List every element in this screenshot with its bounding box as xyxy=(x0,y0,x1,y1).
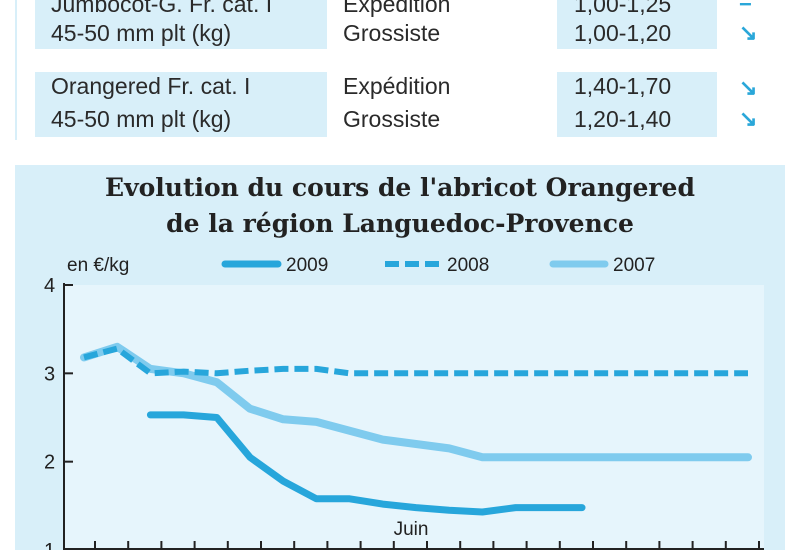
trend-cell: = ↘ xyxy=(717,0,782,49)
trend-down-arrow-icon: ↘ xyxy=(739,75,758,100)
price-table: Jumbocot-G. Fr. cat. I 45-50 mm plt (kg)… xyxy=(0,0,800,140)
plot-area: 1 2 3 4 Juin xyxy=(44,275,764,550)
chart-title: Evolution du cours de l'abricot Orangere… xyxy=(105,173,695,202)
trend-down-arrow-icon: ↘ xyxy=(739,20,758,45)
series-line-2009 xyxy=(146,411,586,516)
table-border xyxy=(15,0,17,140)
legend: 2009 2008 2007 xyxy=(221,255,655,276)
chart-subtitle: de la région Languedoc-Provence xyxy=(166,209,634,238)
product-cell: Jumbocot-G. Fr. cat. I 45-50 mm plt (kg) xyxy=(35,0,327,49)
price-value: 1,20-1,40 xyxy=(574,106,672,132)
table-row: Jumbocot-G. Fr. cat. I 45-50 mm plt (kg)… xyxy=(15,0,782,49)
x-annotation-juin: Juin xyxy=(394,519,429,540)
stage-label: Grossiste xyxy=(343,20,441,46)
price-value: 1,00-1,25 xyxy=(574,0,672,17)
trend-down-arrow-icon: ↘ xyxy=(739,106,758,131)
y-tick-label: 2 xyxy=(44,452,55,474)
product-cell: Orangered Fr. cat. I 45-50 mm plt (kg) xyxy=(35,72,327,137)
legend-label-2008: 2008 xyxy=(447,255,489,276)
trend-cell: ↘ ↘ xyxy=(717,72,782,137)
series-line-2008 xyxy=(83,345,748,377)
table-row: Orangered Fr. cat. I 45-50 mm plt (kg) E… xyxy=(15,72,782,137)
price-cell: 1,40-1,70 1,20-1,40 xyxy=(557,72,717,137)
stage-label: Grossiste xyxy=(343,106,441,132)
price-value: 1,40-1,70 xyxy=(574,73,672,99)
trend-equal-icon: = xyxy=(739,0,752,14)
stage-cell: Expédition Grossiste xyxy=(327,72,557,137)
series-line-2007 xyxy=(80,342,752,462)
product-size: 45-50 mm plt (kg) xyxy=(51,20,232,46)
y-axis-label: en €/kg xyxy=(67,255,129,276)
legend-label-2007: 2007 xyxy=(613,255,655,276)
product-size: 45-50 mm plt (kg) xyxy=(51,106,232,132)
legend-label-2009: 2009 xyxy=(286,255,328,276)
stage-label: Expédition xyxy=(343,73,451,99)
price-cell: 1,00-1,25 1,00-1,20 xyxy=(557,0,717,49)
y-tick-label: 4 xyxy=(44,275,55,297)
product-name: Jumbocot-G. Fr. cat. I xyxy=(51,0,273,17)
stage-cell: Expédition Grossiste xyxy=(327,0,557,49)
stage-label: Expédition xyxy=(343,0,451,17)
product-name: Orangered Fr. cat. I xyxy=(51,73,251,99)
y-tick-label: 3 xyxy=(44,363,55,385)
price-value: 1,00-1,20 xyxy=(574,20,672,46)
y-tick-label: 1 xyxy=(44,540,55,550)
